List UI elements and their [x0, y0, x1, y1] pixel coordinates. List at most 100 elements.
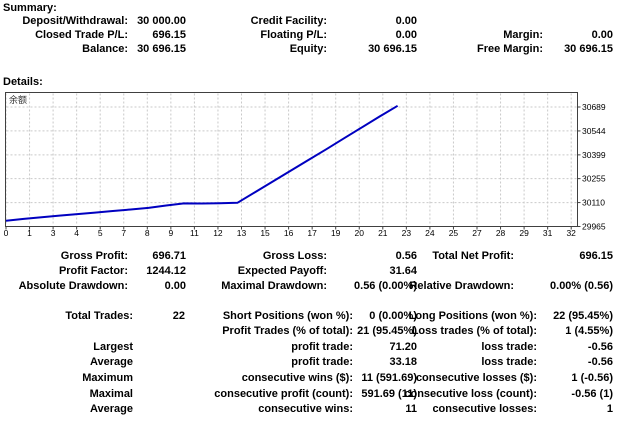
stat-value: 11	[405, 403, 417, 415]
stat-value: 30 696.15	[564, 43, 613, 55]
stat-value: 591.69 (11)	[361, 388, 417, 400]
stat-value: -0.56	[587, 341, 613, 353]
stat-value: 11 (591.69)	[361, 372, 417, 384]
stat-label: consecutive losses:	[432, 403, 537, 415]
trades-row: Maximal consecutive profit (count): 591.69…	[0, 388, 620, 401]
stat-value: 22	[172, 310, 185, 322]
stat-label: Average	[89, 356, 133, 368]
stat-label: profit trade:	[291, 356, 353, 368]
stat-label: Short Positions (won %):	[222, 310, 353, 322]
stat-label: Margin:	[503, 29, 543, 41]
x-axis-tick-label: 15	[260, 228, 270, 238]
stat-value: 0.00	[164, 280, 186, 292]
summary-row: Closed Trade P/L: 696.15 Floating P/L: 0.00…	[0, 29, 620, 42]
stats-row: Absolute Drawdown: 0.00 Maximal Drawdown: 0…	[0, 280, 620, 293]
stat-label: Maximum	[82, 372, 133, 384]
stat-label: Maximal	[89, 388, 133, 400]
x-axis-tick-label: 11	[190, 228, 199, 238]
stat-value: 33.18	[389, 356, 417, 368]
trades-row: Total Trades: 22 Short Positions (won %): 0…	[0, 310, 620, 323]
x-axis-tick-label: 9	[168, 228, 173, 238]
stat-value: 1 (4.55%)	[565, 325, 613, 337]
balance-chart-svg: 0 1 3 4 5 7 8 9 11 12 13 15 16 17 19 20 21 23 24 25 27 28 29 31…	[4, 92, 606, 238]
stat-value: 1	[606, 403, 613, 415]
trades-row: Average consecutive wins: 11 consecutive lo…	[0, 403, 620, 416]
stat-value: 696.15	[579, 250, 613, 262]
stat-label: Long Positions (won %):	[408, 310, 537, 322]
trades-row: Maximum consecutive wins ($): 11 (591.69) c…	[0, 372, 620, 385]
stat-label: Closed Trade P/L:	[35, 29, 128, 41]
stat-label: Free Margin:	[476, 43, 543, 55]
stat-label: loss trade:	[481, 356, 537, 368]
stat-value: 31.64	[389, 265, 417, 277]
balance-chart: 0 1 3 4 5 7 8 9 11 12 13 15 16 17 19 20 21 23 24 25 27 28 29 31…	[0, 92, 616, 244]
stat-value: 0.00% (0.56)	[550, 280, 613, 292]
y-axis-tick-label: 30399	[582, 150, 606, 160]
x-axis-tick-label: 1	[27, 228, 32, 238]
x-axis-tick-label: 13	[237, 228, 247, 238]
chart-series-label: 余额	[9, 94, 27, 105]
x-axis-tick-label: 3	[51, 228, 56, 238]
stats-row: Profit Factor: 1244.12 Expected Payoff: 31.…	[0, 265, 620, 278]
stat-value: 30 696.15	[368, 43, 417, 55]
x-axis-tick-label: 28	[496, 228, 506, 238]
x-axis-tick-label: 21	[378, 228, 388, 238]
x-axis-tick-label: 29	[519, 228, 529, 238]
stat-label: profit trade:	[291, 341, 353, 353]
stat-value: 0.00	[591, 29, 613, 41]
stat-value: 0.00	[395, 15, 417, 27]
stat-label: Expected Payoff:	[237, 265, 327, 277]
balance-line	[5, 104, 399, 222]
stat-value: 0.00	[395, 29, 417, 41]
stat-label: Gross Profit:	[60, 250, 128, 262]
x-axis-tick-label: 8	[145, 228, 150, 238]
stat-value: 30 696.15	[137, 43, 186, 55]
y-axis-tick-label: 30110	[582, 198, 605, 208]
details-heading: Details:	[3, 76, 43, 88]
summary-heading: Summary:	[3, 2, 57, 14]
trades-row: Largest profit trade: 71.20 loss trade: -0.5…	[0, 341, 620, 354]
x-axis-tick-label: 16	[284, 228, 294, 238]
stat-value: 22 (95.45%)	[553, 310, 613, 322]
stat-value: 71.20	[389, 341, 417, 353]
x-axis-tick-label: 27	[472, 228, 482, 238]
x-axis-tick-label: 25	[449, 228, 459, 238]
stat-label: Profit Trades (% of total):	[222, 325, 353, 337]
stat-label: consecutive wins ($):	[241, 372, 353, 384]
x-axis-tick-label: 17	[307, 228, 317, 238]
stat-value: 0 (0.00%)	[369, 310, 417, 322]
x-axis-tick-label: 31	[543, 228, 553, 238]
x-axis-tick-label: 32	[566, 228, 576, 238]
stat-label: Total Net Profit:	[432, 250, 514, 262]
y-axis-tick-label: 30255	[582, 174, 606, 184]
x-axis-tick-label: 23	[402, 228, 412, 238]
stat-value: -0.56	[587, 356, 613, 368]
stat-label: Largest	[93, 341, 133, 353]
stat-label: Floating P/L:	[260, 29, 327, 41]
stat-label: Gross Loss:	[262, 250, 327, 262]
trades-row: Average profit trade: 33.18 loss trade: -0.5…	[0, 356, 620, 369]
y-axis-tick-label: 29965	[582, 222, 606, 232]
stat-value: -0.56 (1)	[571, 388, 613, 400]
stat-label: Profit Factor:	[58, 265, 128, 277]
stat-label: Balance:	[82, 43, 128, 55]
summary-row: Deposit/Withdrawal: 30 000.00 Credit Facil…	[0, 15, 620, 28]
stat-label: Relative Drawdown:	[409, 280, 514, 292]
stat-value: 0.56	[395, 250, 417, 262]
stat-label: consecutive profit (count):	[214, 388, 353, 400]
x-axis-tick-label: 4	[74, 228, 79, 238]
x-axis-tick-label: 12	[213, 228, 223, 238]
stat-label: loss trade:	[481, 341, 537, 353]
stat-label: Credit Facility:	[250, 15, 327, 27]
stat-value: 696.71	[152, 250, 186, 262]
stat-label: Maximal Drawdown:	[221, 280, 327, 292]
stat-label: Absolute Drawdown:	[18, 280, 128, 292]
x-axis-tick-label: 5	[98, 228, 103, 238]
stat-label: consecutive wins:	[258, 403, 353, 415]
stats-row: Gross Profit: 696.71 Gross Loss: 0.56 Total …	[0, 250, 620, 263]
stat-value: 1244.12	[146, 265, 186, 277]
y-axis-tick-label: 30689	[582, 102, 606, 112]
stat-label: Average	[89, 403, 133, 415]
trades-row: Profit Trades (% of total): 21 (95.45%) Lo…	[0, 325, 620, 338]
